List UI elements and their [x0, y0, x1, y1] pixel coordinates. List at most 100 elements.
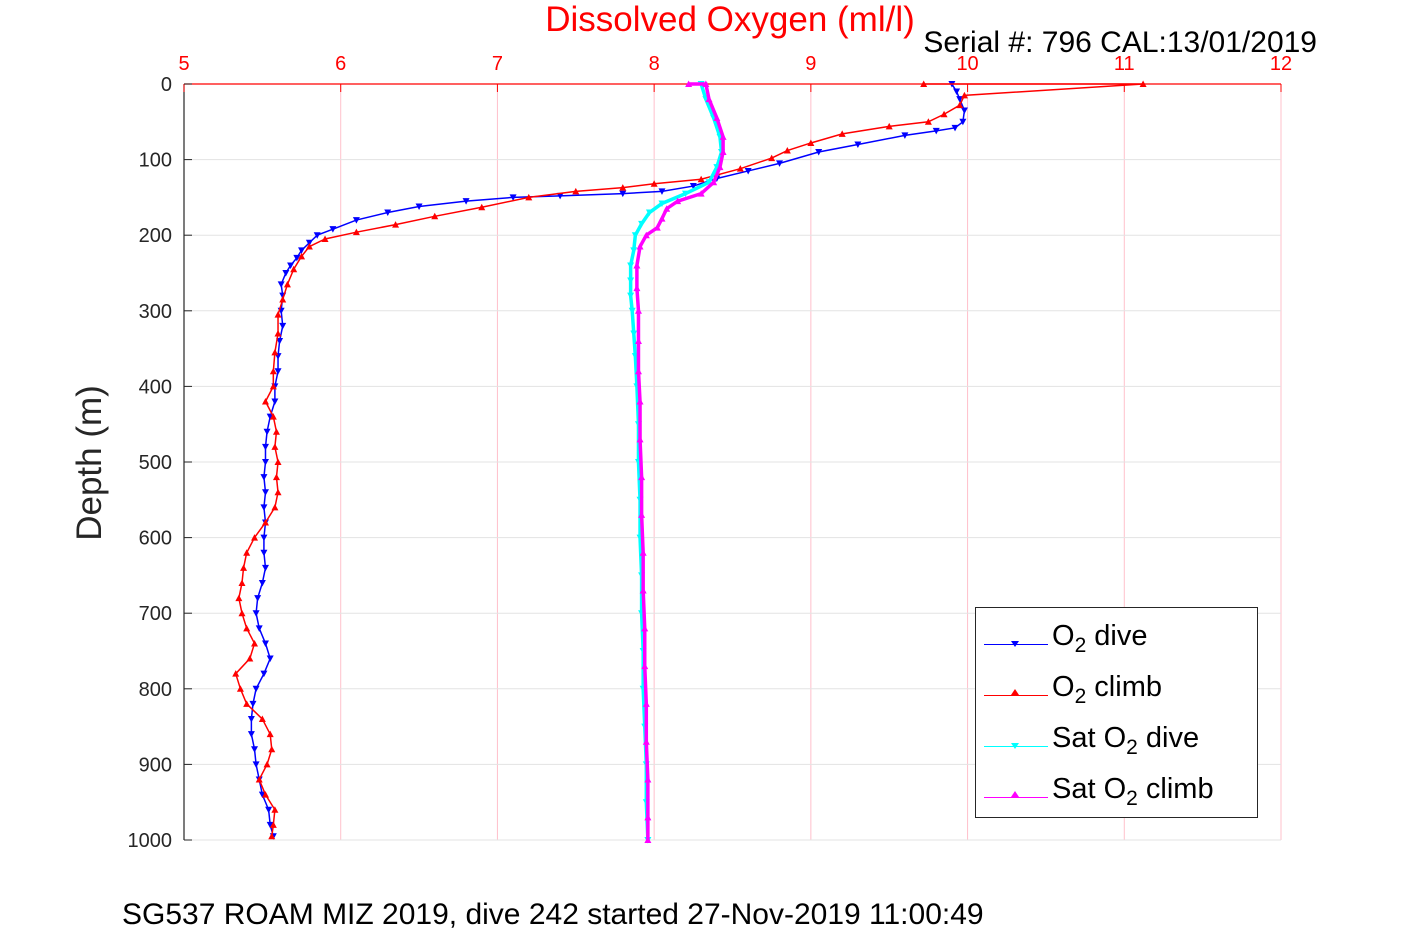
- series-o2-climb-point: [243, 700, 251, 707]
- legend-entry-sat-dive: Sat O2 dive: [984, 716, 1254, 759]
- x-tick-label: 9: [805, 53, 816, 75]
- series-o2-dive-point: [815, 149, 823, 156]
- series-o2-climb-point: [240, 564, 248, 571]
- serial-annotation: Serial #: 796 CAL:13/01/2019: [923, 26, 1317, 59]
- chart-title: Dissolved Oxygen (ml/l): [545, 0, 915, 39]
- series-o2-dive-point: [287, 262, 295, 269]
- series-sat-climb-point: [663, 205, 671, 212]
- series-o2-climb-point: [525, 193, 533, 201]
- series-sat-dive-point: [627, 292, 635, 300]
- series-o2-dive-point: [313, 232, 321, 239]
- x-tick-label: 10: [956, 53, 978, 75]
- series-o2-dive-point: [252, 610, 260, 617]
- series-o2-climb-point: [283, 280, 291, 288]
- series-sat-climb-point: [644, 813, 652, 821]
- series-o2-dive-point: [260, 504, 268, 511]
- series-o2-dive-point: [261, 443, 269, 451]
- series-o2-dive-point: [953, 88, 961, 96]
- series-sat-climb-point: [636, 435, 644, 443]
- series-o2-climb-point: [236, 685, 244, 692]
- legend-label-sat-climb: Sat O2 climb: [1052, 773, 1214, 810]
- series-o2-dive-point: [556, 192, 564, 200]
- series-o2-climb-point: [271, 348, 279, 356]
- series-o2-climb-point: [838, 130, 846, 137]
- series-o2-dive-point: [252, 685, 260, 693]
- series-o2-climb-point: [298, 252, 306, 260]
- series-o2-dive-point: [689, 183, 697, 190]
- series-sat-climb-point: [636, 398, 644, 405]
- series-sat-climb-point: [674, 197, 682, 205]
- y-tick-label: 500: [139, 452, 172, 474]
- x-tick-label: 11: [1114, 53, 1135, 75]
- series-sat-climb-point: [641, 624, 649, 632]
- series-sat-climb-point: [642, 231, 650, 239]
- series-o2-dive-point: [258, 579, 266, 587]
- series-o2-dive-point: [255, 625, 263, 632]
- series-o2-dive-point: [951, 124, 959, 132]
- legend-swatch-o2-climb: [984, 695, 1048, 696]
- series-o2-climb-point: [924, 118, 932, 125]
- series-o2-dive-point: [251, 746, 259, 753]
- series-o2-climb-point: [261, 518, 269, 526]
- y-tick-label: 100: [139, 150, 172, 172]
- series-sat-climb-point: [641, 662, 649, 670]
- series-o2-climb-point: [238, 579, 246, 586]
- series-sat-climb-point: [633, 261, 641, 269]
- series-sat-dive-line: [628, 83, 724, 841]
- y-tick-label: 600: [139, 528, 172, 550]
- y-tick-label: 800: [139, 679, 172, 701]
- series-sat-dive-point: [631, 232, 639, 239]
- legend-marker-o2-climb: [1011, 689, 1019, 695]
- legend-label-sat-dive: Sat O2 dive: [1052, 722, 1200, 759]
- series-o2-climb-point: [783, 147, 791, 154]
- series-o2-climb-point: [274, 458, 282, 465]
- x-tick-label: 7: [492, 53, 503, 75]
- series-o2-climb-point: [352, 228, 360, 236]
- series-o2-dive-point: [282, 270, 290, 277]
- series-o2-dive-point: [658, 188, 666, 195]
- series-o2-climb-point: [268, 832, 276, 840]
- legend-marker-sat-dive: [1011, 743, 1019, 749]
- series-sat-climb-point: [642, 738, 650, 745]
- series-o2-climb-point: [305, 243, 313, 250]
- series-sat-climb-point: [636, 243, 644, 250]
- series-o2-dive-point: [352, 217, 360, 224]
- series-o2-dive-point: [266, 821, 274, 829]
- series-sat-dive-point: [705, 179, 713, 186]
- series-o2-dive-point: [776, 160, 784, 167]
- series-o2-dive-point: [298, 247, 306, 254]
- series-o2-climb-point: [243, 624, 251, 632]
- series-o2-climb-point: [274, 329, 282, 337]
- legend-swatch-sat-climb: [984, 797, 1048, 798]
- series-o2-climb-point: [246, 655, 254, 662]
- y-tick-label: 0: [161, 74, 172, 96]
- series-o2-climb-point: [271, 806, 279, 813]
- series-o2-climb-point: [269, 382, 277, 390]
- series-sat-climb-point: [639, 549, 647, 556]
- series-o2-dive-point: [247, 731, 255, 738]
- series-sat-climb-point: [634, 367, 642, 375]
- series-o2-climb-point: [255, 776, 263, 783]
- series-o2-climb-point: [392, 221, 400, 228]
- series-o2-dive-point: [384, 209, 392, 217]
- series-o2-dive-point: [276, 338, 284, 345]
- series-o2-climb-point: [619, 184, 627, 191]
- series-sat-climb-point: [710, 178, 718, 186]
- series-o2-dive-point: [619, 190, 627, 198]
- series-o2-dive-point: [249, 700, 257, 708]
- series-o2-climb-point: [266, 730, 274, 738]
- series-o2-climb-point: [697, 175, 705, 183]
- series-o2-climb-point: [269, 413, 277, 420]
- y-tick-label: 900: [139, 754, 172, 776]
- series-o2-climb-point: [920, 80, 928, 87]
- series-o2-dive-point: [260, 534, 268, 542]
- series-o2-dive-point: [279, 322, 287, 330]
- series-o2-climb-point: [263, 760, 271, 768]
- series-o2-climb-point: [956, 101, 964, 109]
- x-tick-label: 6: [335, 53, 346, 75]
- y-tick-label: 300: [139, 301, 172, 323]
- series-o2-climb-point: [885, 122, 893, 130]
- series-sat-climb-point: [719, 133, 727, 140]
- series-o2-dive-point: [744, 167, 752, 175]
- series-o2-climb-point: [251, 639, 259, 647]
